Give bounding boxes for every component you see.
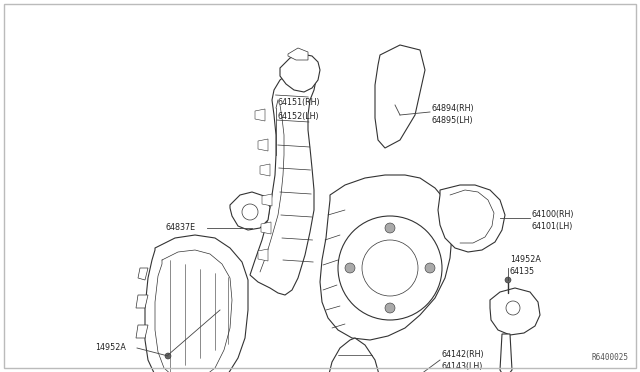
Circle shape [242, 204, 258, 220]
Polygon shape [145, 235, 248, 372]
Circle shape [345, 263, 355, 273]
Circle shape [338, 216, 442, 320]
Text: 64100(RH): 64100(RH) [532, 211, 575, 219]
Circle shape [505, 277, 511, 283]
Polygon shape [136, 325, 148, 338]
Text: 14952A: 14952A [95, 343, 126, 353]
Text: 64143(LH): 64143(LH) [442, 362, 483, 372]
Circle shape [362, 240, 418, 296]
Text: 64135: 64135 [510, 267, 535, 276]
Circle shape [385, 303, 395, 313]
Circle shape [425, 263, 435, 273]
Polygon shape [328, 338, 380, 372]
Text: 64101(LH): 64101(LH) [532, 222, 573, 231]
Text: 14952A: 14952A [510, 256, 541, 264]
Polygon shape [500, 334, 512, 372]
Text: R6400025: R6400025 [591, 353, 628, 362]
Polygon shape [261, 222, 271, 234]
Polygon shape [258, 139, 268, 151]
Polygon shape [250, 68, 316, 295]
Polygon shape [490, 288, 540, 335]
Text: 64895(LH): 64895(LH) [432, 115, 474, 125]
Polygon shape [280, 54, 320, 92]
Text: 64837E: 64837E [165, 224, 195, 232]
Polygon shape [260, 164, 270, 176]
Polygon shape [262, 194, 272, 206]
Text: 64151(RH): 64151(RH) [278, 99, 321, 108]
Polygon shape [288, 48, 308, 60]
Polygon shape [230, 192, 270, 230]
Circle shape [165, 353, 171, 359]
Polygon shape [255, 109, 265, 121]
Polygon shape [138, 268, 148, 280]
Polygon shape [320, 175, 452, 340]
Text: 64894(RH): 64894(RH) [432, 103, 475, 112]
Circle shape [506, 301, 520, 315]
Polygon shape [258, 249, 268, 261]
Circle shape [385, 223, 395, 233]
Text: 64152(LH): 64152(LH) [278, 112, 319, 121]
Polygon shape [438, 185, 505, 252]
Polygon shape [375, 45, 425, 148]
Polygon shape [136, 295, 148, 308]
Text: 64142(RH): 64142(RH) [442, 350, 484, 359]
